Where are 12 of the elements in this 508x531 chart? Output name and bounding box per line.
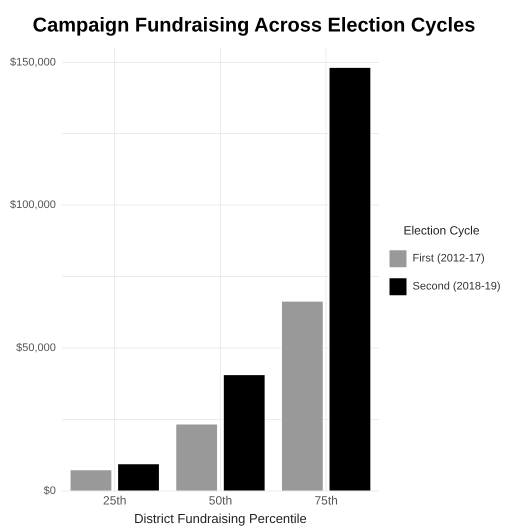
y-tick-label: $150,000 [10, 56, 56, 68]
y-tick-label: $0 [44, 485, 56, 498]
y-tick-label: $50,000 [16, 342, 56, 354]
x-axis-title: District Fundraising Percentile [134, 510, 307, 526]
chart-title: Campaign Fundraising Across Election Cycles [32, 14, 476, 37]
x-tick-label: 50th [208, 494, 232, 508]
legend-label: First (2012-17) [412, 252, 485, 265]
y-tick-label: $100,000 [10, 199, 56, 212]
x-tick-label: 25th [103, 494, 126, 508]
legend-label: Second (2018-19) [412, 280, 501, 293]
x-tick-label: 75th [314, 494, 338, 508]
legend-title: Election Cycle [403, 224, 480, 238]
